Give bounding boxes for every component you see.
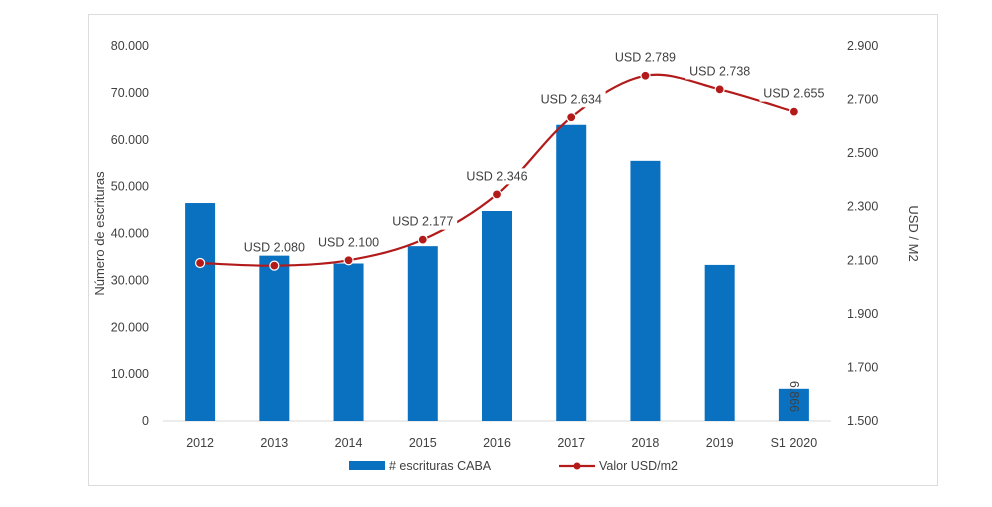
line-data-label-bg (388, 213, 458, 230)
legend-swatch-marker (573, 462, 581, 470)
line-point (491, 189, 503, 200)
left-tick-label: 60.000 (111, 133, 149, 147)
legend-label-line: Valor USD/m2 (599, 459, 678, 473)
bar (185, 203, 216, 421)
left-tick-label: 80.000 (111, 39, 149, 53)
line-data-label: USD 2.634 (541, 92, 602, 106)
line-data-label-bg (462, 168, 532, 185)
left-tick-label: 20.000 (111, 320, 149, 334)
right-tick-label: 2.700 (847, 93, 878, 107)
line-point (417, 234, 428, 245)
bar (556, 124, 587, 421)
x-tick-label: 2019 (706, 436, 734, 450)
line-data-label-bg (685, 63, 755, 80)
x-tick-label: 2018 (632, 436, 660, 450)
bar (259, 252, 290, 421)
line-data-label: USD 2.738 (689, 64, 750, 78)
line-data-label: USD 2.100 (318, 235, 379, 249)
line-point (640, 70, 651, 81)
right-axis-title: USD / M2 (906, 205, 921, 261)
line-data-label: USD 2.177 (392, 215, 453, 229)
bar (778, 388, 809, 421)
x-tick-label: 2013 (260, 436, 288, 450)
right-tick-label: 2.500 (847, 146, 878, 160)
right-tick-label: 2.100 (847, 253, 878, 267)
left-tick-label: 50.000 (111, 180, 149, 194)
right-tick-label: 2.300 (847, 200, 878, 214)
bar-data-label: 6.866 (787, 381, 801, 412)
line-data-label-bg (239, 239, 309, 256)
bar (407, 246, 438, 421)
line-point (714, 84, 725, 95)
bar (630, 160, 661, 421)
right-tick-label: 1.700 (847, 360, 878, 374)
line-data-label: USD 2.789 (615, 51, 676, 65)
right-tick-label: 2.900 (847, 39, 878, 53)
x-tick-label: 2017 (557, 436, 585, 450)
chart-frame: 0 10.000 20.000 30.000 40.000 50.000 60.000 70.… (88, 14, 938, 486)
x-tick-label: 2014 (335, 436, 363, 450)
bar (704, 264, 735, 421)
left-tick-label: 0 (142, 414, 149, 428)
right-tick-label: 1.900 (847, 307, 878, 321)
line-point (269, 260, 280, 271)
line-data-label: USD 2.080 (244, 241, 305, 255)
left-tick-label: 40.000 (111, 227, 149, 241)
line-data-label: USD 2.346 (466, 169, 527, 183)
left-tick-label: 10.000 (111, 367, 149, 381)
x-tick-label: S1 2020 (771, 436, 818, 450)
x-tick-label: 2016 (483, 436, 511, 450)
line-point (343, 255, 354, 266)
left-axis-title: Número de escrituras (92, 171, 107, 296)
line-data-label: USD 2.655 (763, 87, 824, 101)
line-data-label-bg (759, 85, 829, 102)
line-data-label-bg (536, 91, 606, 108)
line-point (788, 106, 799, 117)
x-tick-label: 2015 (409, 436, 437, 450)
bar (333, 263, 364, 421)
right-tick-label: 1.500 (847, 414, 878, 428)
left-tick-label: 30.000 (111, 273, 149, 287)
legend-swatch-bars (349, 461, 385, 470)
left-tick-label: 70.000 (111, 86, 149, 100)
line-point (195, 257, 206, 269)
line-data-label-bg (314, 234, 383, 251)
line-data-label-bg (611, 49, 680, 66)
x-tick-label: 2012 (186, 436, 214, 450)
line-point (566, 112, 577, 123)
combo-chart: 0 10.000 20.000 30.000 40.000 50.000 60.000 70.… (92, 39, 921, 473)
legend-label-bars: # escrituras CABA (389, 459, 492, 473)
bar (482, 211, 512, 421)
